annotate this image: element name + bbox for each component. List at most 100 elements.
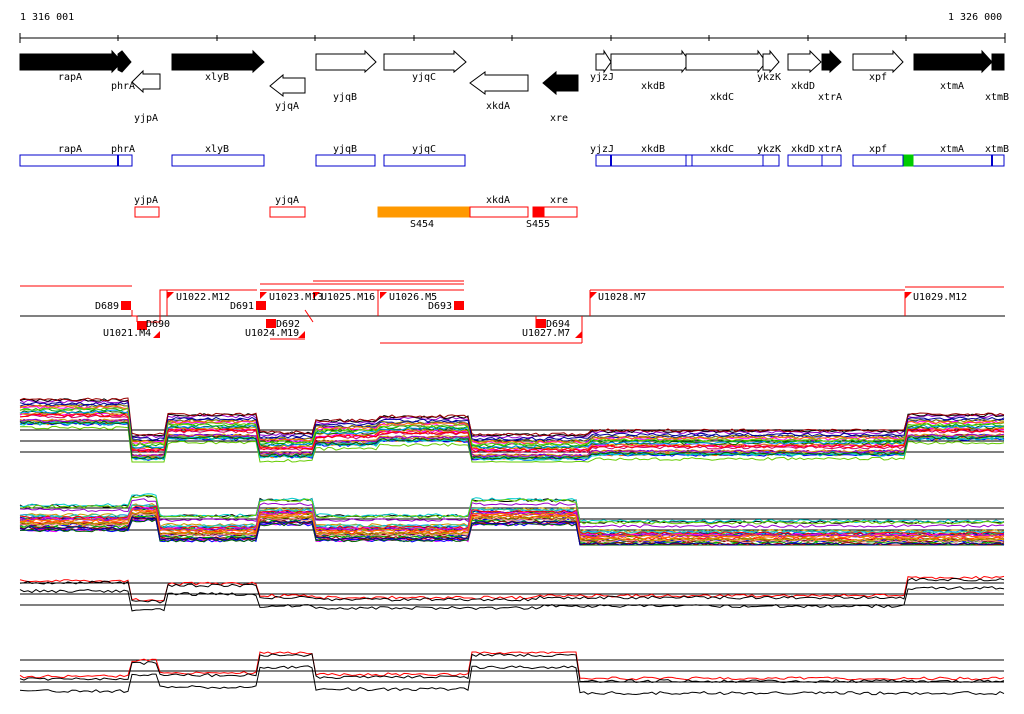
expression-trace <box>19 665 1005 696</box>
expression-trace <box>19 516 1005 546</box>
gene-xlyB[interactable] <box>171 49 265 74</box>
gene-label-yjzJ: yjzJ <box>590 72 614 83</box>
flag-U1023[interactable] <box>260 292 267 299</box>
gene-label-xlyB: xlyB <box>205 72 229 83</box>
redbox-xre[interactable] <box>543 206 578 218</box>
gene-label-xtrA: xtrA <box>818 92 842 103</box>
gene-yjqC[interactable] <box>383 49 467 74</box>
redbox-xkdA[interactable] <box>469 206 529 218</box>
expression-panel-multi-1 <box>19 397 1005 463</box>
box-xlyB[interactable] <box>171 154 265 167</box>
tu-lines <box>20 280 1004 344</box>
gene-xtmB[interactable] <box>991 53 1005 71</box>
gene-xre[interactable] <box>542 70 579 96</box>
gene-label-rapA: rapA <box>58 72 82 83</box>
tu-line <box>131 310 138 322</box>
gene-yjqA[interactable] <box>269 73 306 98</box>
expression-trace <box>19 407 1005 446</box>
box-xkd-operon[interactable] <box>595 154 780 167</box>
redbox-yjpA[interactable] <box>134 206 160 218</box>
segment-S454[interactable] <box>377 206 471 218</box>
tu-label-U1026: U1026.M5 <box>389 292 437 303</box>
segment-S455-marker[interactable] <box>532 206 545 218</box>
flag-U1029[interactable] <box>905 292 912 299</box>
flag-U1024[interactable] <box>298 331 305 338</box>
expression-trace <box>19 651 1005 681</box>
anno-label-xkdC: xkdC <box>710 144 734 155</box>
marker-D692[interactable] <box>266 319 276 328</box>
flag-U1028[interactable] <box>590 292 597 299</box>
gene-label-yjqB: yjqB <box>333 92 357 103</box>
box-xkdD-xtrA[interactable] <box>787 154 842 167</box>
marker-D694[interactable] <box>536 319 546 328</box>
tu-label-U1021: U1021.M4 <box>103 328 151 339</box>
redbox-yjqA[interactable] <box>269 206 306 218</box>
gene-xpf[interactable] <box>852 49 904 74</box>
gene-label-xpf: xpf <box>869 72 887 83</box>
gene-xkdB[interactable] <box>610 49 691 74</box>
gene-xkdC[interactable] <box>685 49 767 74</box>
gene-labels: rapA phrA yjpA xlyB yjqA yjqB yjqC xkdA … <box>58 72 1009 124</box>
tu-label-D693: D693 <box>428 301 452 312</box>
flag-U1025[interactable] <box>313 292 320 299</box>
anno-label-yjqC: yjqC <box>412 144 436 155</box>
flag-U1027[interactable] <box>575 331 582 338</box>
anno-label-xtmA: xtmA <box>940 144 964 155</box>
box-xpf-xtm[interactable] <box>852 154 1005 167</box>
expression-trace <box>19 508 1005 539</box>
gene-rapA[interactable] <box>19 49 123 74</box>
expression-panel-multi-2 <box>19 493 1005 546</box>
ruler-start-label: 1 316 001 <box>20 12 75 23</box>
gene-label-xtmA: xtmA <box>940 81 964 92</box>
flag-U1022[interactable] <box>167 292 174 299</box>
gene-yjpA[interactable] <box>131 69 161 94</box>
gene-xtrA[interactable] <box>821 49 842 74</box>
tu-label-D690: D690 <box>146 319 170 330</box>
expression-trace <box>19 418 1005 458</box>
box-yjqC[interactable] <box>383 154 466 167</box>
marker-D689[interactable] <box>121 301 131 310</box>
gene-label-xtmB: xtmB <box>985 92 1009 103</box>
gene-label-xkdC: xkdC <box>710 92 734 103</box>
gene-label-yjqA: yjqA <box>275 101 299 112</box>
marker-D693[interactable] <box>454 301 464 310</box>
tu-labels: D689 D690 D691 D692 D693 D694 U1021.M4 U… <box>95 292 967 339</box>
ruler-end-label: 1 326 000 <box>948 12 1003 23</box>
gene-xkdD[interactable] <box>787 49 822 74</box>
marker-D691[interactable] <box>256 301 266 310</box>
expression-trace <box>19 409 1005 449</box>
gene-label-yjpA: yjpA <box>134 113 158 124</box>
tu-line <box>137 289 257 323</box>
tu-label-U1025: U1025.M16 <box>321 292 375 303</box>
anno-label-rapA: rapA <box>58 144 82 155</box>
marker-D690[interactable] <box>137 321 147 330</box>
gene-label-phrA: phrA <box>111 81 135 92</box>
gene-yjqB[interactable] <box>315 49 377 74</box>
gene-label-xkdB: xkdB <box>641 81 665 92</box>
tu-label-D691: D691 <box>230 301 254 312</box>
tu-line <box>304 309 314 323</box>
flag-U1026[interactable] <box>380 292 387 299</box>
gene-track <box>19 49 1005 98</box>
gene-xtmA[interactable] <box>913 49 993 74</box>
anno-label-xkdB: xkdB <box>641 144 665 155</box>
expression-trace <box>19 504 1005 534</box>
gene-yjzJ[interactable] <box>595 49 612 74</box>
box-rapA[interactable] <box>19 154 133 167</box>
gene-label-ykzK: ykzK <box>757 72 781 83</box>
anno-label-xlyB: xlyB <box>205 144 229 155</box>
expression-trace <box>19 498 1005 529</box>
gene-ykzK[interactable] <box>762 49 780 74</box>
box-green-marker <box>903 154 914 167</box>
gene-phrA[interactable] <box>117 50 132 73</box>
box-yjqB[interactable] <box>315 154 376 167</box>
redbox-label-xre: xre <box>550 195 568 206</box>
tu-label-U1028: U1028.M7 <box>598 292 646 303</box>
tu-label-U1027: U1027.M7 <box>522 328 570 339</box>
expression-trace <box>19 586 1005 612</box>
expression-trace <box>19 398 1005 437</box>
expression-trace <box>19 653 1005 684</box>
gene-xkdA[interactable] <box>469 71 529 95</box>
flag-U1021[interactable] <box>153 331 160 338</box>
